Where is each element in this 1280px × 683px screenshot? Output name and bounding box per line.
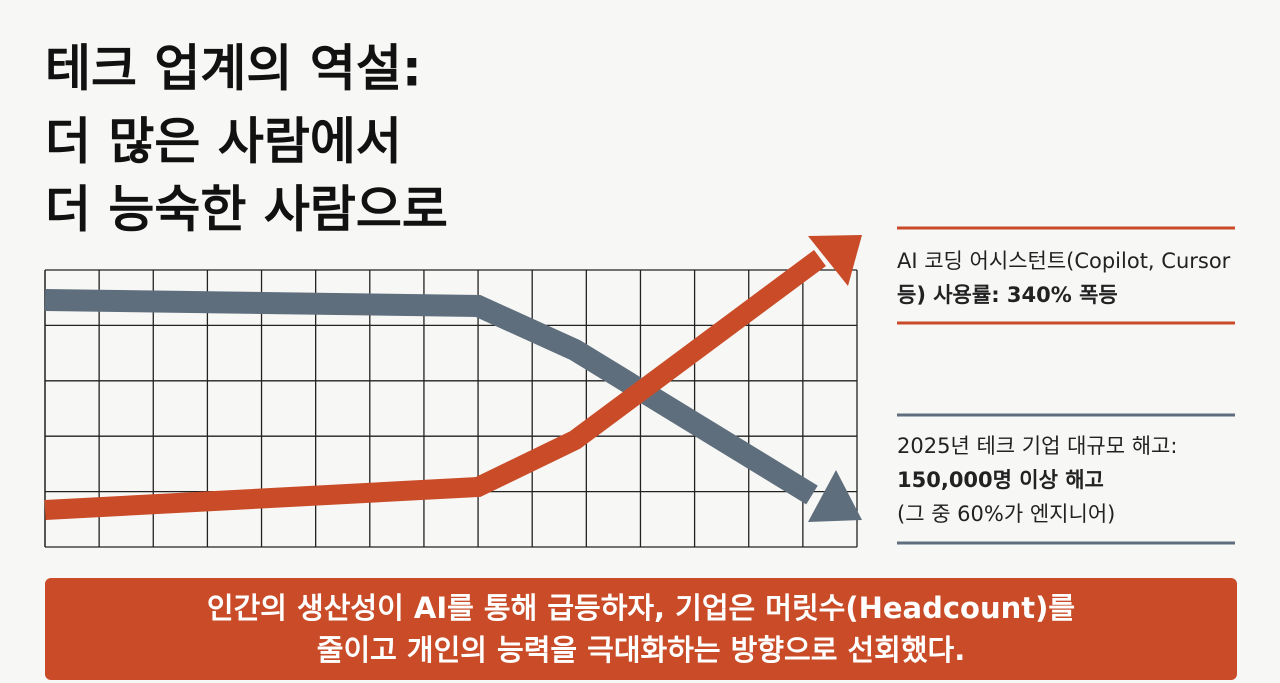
footer-line: 줄이고 개인의 능력을 극대화하는 방향으로 선회했다. bbox=[317, 633, 965, 667]
ai-usage-trend bbox=[44, 249, 826, 520]
annotation-line: (그 중 60%가 엔지니어) bbox=[897, 502, 1115, 526]
title-line: 더 많은 사람에서 bbox=[45, 113, 402, 171]
arrow-head bbox=[808, 235, 862, 286]
title-line: 더 능숙한 사람으로 bbox=[45, 181, 448, 239]
footer-line: 인간의 생산성이 AI를 통해 급등하자, 기업은 머릿수(Headcount)… bbox=[207, 591, 1075, 625]
annotation-line: 150,000명 이상 해고 bbox=[897, 468, 1104, 492]
arrow-head bbox=[808, 470, 862, 522]
annotation-line: AI 코딩 어시스턴트(Copilot, Cursor bbox=[897, 249, 1231, 273]
annotation-line: 2025년 테크 기업 대규모 해고: bbox=[897, 434, 1177, 458]
headcount-trend bbox=[44, 289, 818, 505]
title-line: 테크 업계의 역설: bbox=[45, 40, 422, 98]
annotation-line: 등) 사용률: 340% 폭등 bbox=[897, 283, 1118, 307]
footer-box bbox=[45, 578, 1237, 680]
